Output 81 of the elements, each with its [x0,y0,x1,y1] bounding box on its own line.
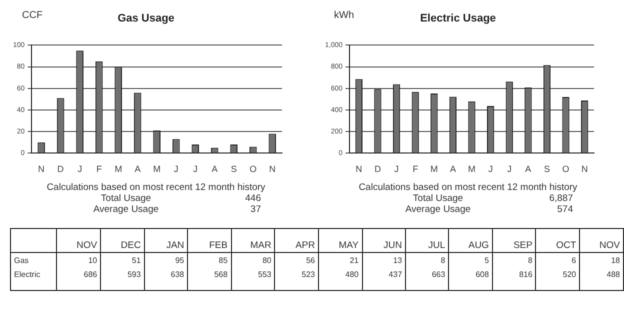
text: Total Usage [100,193,152,204]
category-label: MAR [231,228,275,252]
chart-title: Gas Usage [118,12,174,25]
data-label: 13 [392,255,402,267]
data-label: 553 [257,269,272,281]
text: Electric [14,269,42,281]
data-label: 18 [610,255,620,267]
x-tick-label: M [114,164,122,174]
x-tick-label: A [525,164,532,174]
x-tick-label: N [269,164,276,174]
data-label: 8 [527,255,532,267]
x-tick-label: D [57,164,64,174]
text: Gas [14,255,30,267]
y-axis-title: CCF [22,10,43,21]
data-label: 21 [348,255,359,267]
category-label: JUL [406,228,449,252]
data-label: 95 [174,255,184,267]
data-label: 85 [218,255,228,267]
data-label: 568 [213,269,228,281]
text: Total Usage [412,193,464,204]
x-tick-label: M [153,164,161,174]
data-label: 686 [82,269,98,281]
x-tick-label: F [412,164,419,174]
text: Average Usage [92,204,160,215]
x-tick-label: A [450,164,456,174]
x-tick-label: O [250,164,257,174]
data-label: 56 [305,255,315,267]
text: 446 [244,193,261,204]
category-label: JUN [362,228,406,252]
data-label: 593 [126,269,141,281]
data-label: 638 [170,269,184,281]
x-tick-label: N [356,164,362,174]
text: Calculations based on most recent 12 month history [46,182,266,193]
x-tick-label: J [507,164,512,174]
x-tick-label: F [96,164,102,174]
x-tick-label: A [212,164,218,174]
x-tick-label: J [488,164,493,174]
data-label: 608 [474,269,489,281]
x-tick-label: M [430,164,438,174]
data-label: 663 [430,269,446,281]
data-label: 8 [440,255,446,267]
x-tick-label: J [193,164,198,174]
x-tick-label: N [581,164,588,174]
data-label: 488 [606,269,620,281]
x-tick-label: M [468,164,476,174]
x-tick-label: J [78,164,82,174]
data-label: 520 [562,269,576,281]
data-label: 6 [570,255,576,267]
x-tick-label: J [174,164,178,174]
text: 574 [556,204,573,215]
category-label: APR [274,228,318,252]
x-tick-label: D [374,164,382,174]
data-label: 523 [300,269,315,281]
x-tick-label: S [544,164,550,174]
text: 6,887 [548,193,573,204]
x-tick-label: N [38,164,45,174]
data-label: 80 [261,255,272,267]
y-axis-title: kWh [334,10,354,21]
x-tick-label: S [230,164,237,174]
category-label: MAY [318,228,362,252]
text: Average Usage [404,204,472,215]
category-label: DEC [100,228,144,252]
x-tick-label: A [134,164,141,174]
x-tick-label: J [394,164,399,174]
data-label: 5 [484,255,489,267]
data-label: 51 [130,255,141,267]
category-label: SEP [492,228,536,252]
category-label: FEB [188,228,232,252]
data-label: 816 [518,269,532,281]
data-label: 437 [388,269,402,281]
category-label: AUG [448,228,492,252]
category-label: OCT [536,228,580,252]
text: Calculations based on most recent 12 month history [358,182,578,193]
chart-title: Electric Usage [420,12,496,25]
category-label: NOV [580,228,624,252]
data-label: 10 [87,255,98,267]
category-label: NOV [56,228,101,252]
x-tick-label: O [562,164,570,174]
category-label: JAN [144,228,188,252]
data-label: 480 [344,269,359,281]
text: 37 [249,204,261,215]
